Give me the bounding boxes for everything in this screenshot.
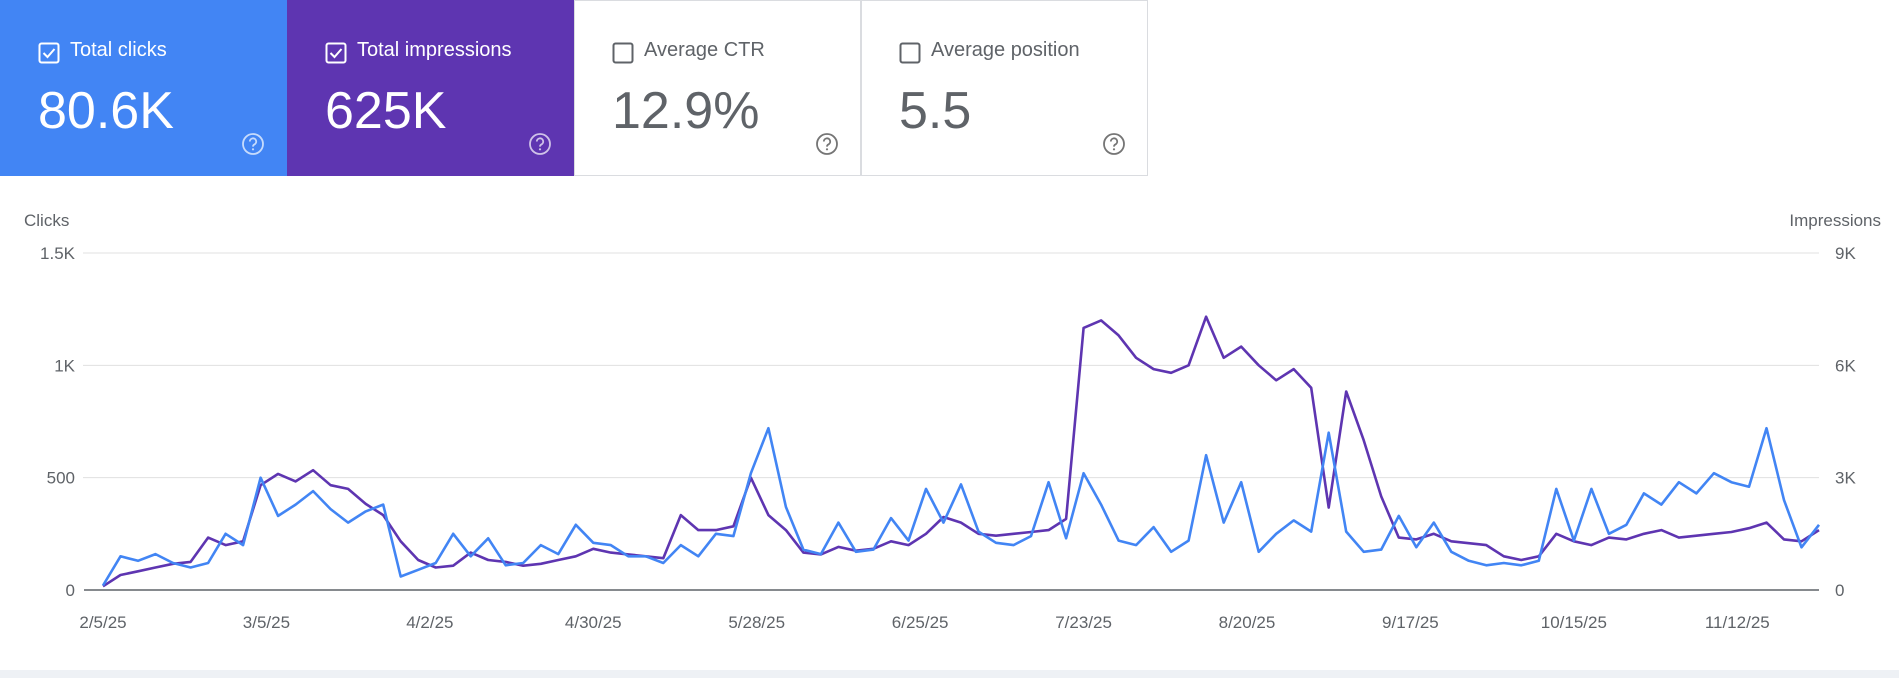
checkbox-check: [42, 48, 56, 59]
y-tick-label: 1.5K: [40, 244, 76, 263]
help-icon[interactable]: [528, 132, 552, 156]
help-glyph: [248, 137, 258, 147]
y2-tick-label: 0: [1835, 581, 1844, 600]
help-circle: [816, 133, 838, 155]
metric-card[interactable]: Total clicks 80.6K: [0, 0, 287, 176]
help-icon[interactable]: [815, 132, 839, 156]
checkbox-box: [325, 42, 347, 64]
x-tick-label: 11/12/25: [1705, 613, 1770, 632]
help-dot: [1112, 148, 1116, 151]
page-footer-strip: [0, 670, 1899, 678]
y2-axis-label: Impressions: [1789, 211, 1881, 230]
y-tick-label: 0: [66, 581, 75, 600]
chart: Clicks Impressions 0 500 1K 1.5K 0 3K 6K 9K 2/5/…: [24, 211, 1881, 632]
metric-label: Average position: [931, 39, 1080, 61]
y-tick-label: 500: [47, 469, 75, 488]
metric-card[interactable]: Average position 5.5: [861, 0, 1148, 176]
checkbox-box: [612, 42, 634, 64]
y2-tick-label: 3K: [1835, 469, 1856, 488]
metric-card[interactable]: Average CTR 12.9%: [574, 0, 861, 176]
help-icon[interactable]: [1102, 132, 1126, 156]
checkbox[interactable]: [612, 42, 634, 64]
metric-card[interactable]: Total impressions 625K: [287, 0, 574, 176]
x-tick-label: 9/17/25: [1382, 613, 1439, 632]
x-tick-label: 4/30/25: [565, 613, 622, 632]
x-tick-label: 8/20/25: [1219, 613, 1276, 632]
metric-value: 80.6K: [38, 82, 174, 140]
x-tick-label: 6/25/25: [892, 613, 949, 632]
help-circle: [1103, 133, 1125, 155]
checkbox[interactable]: [325, 42, 347, 64]
help-dot: [538, 148, 542, 151]
metric-label: Average CTR: [644, 39, 765, 61]
y2-tick-label: 9K: [1835, 244, 1856, 263]
metric-label: Total clicks: [70, 39, 167, 61]
checkbox[interactable]: [38, 42, 60, 64]
help-glyph: [1109, 137, 1119, 147]
help-glyph: [535, 137, 545, 147]
metric-value: 5.5: [899, 82, 972, 140]
checkbox[interactable]: [899, 42, 921, 64]
y2-tick-label: 6K: [1835, 356, 1856, 375]
help-glyph: [822, 137, 832, 147]
help-icon[interactable]: [241, 132, 265, 156]
help-dot: [825, 148, 829, 151]
x-tick-label: 10/15/25: [1541, 613, 1607, 632]
metric-value: 625K: [325, 82, 447, 140]
metric-label: Total impressions: [357, 39, 512, 61]
x-tick-label: 3/5/25: [243, 613, 290, 632]
help-circle: [242, 133, 264, 155]
help-circle: [529, 133, 551, 155]
x-tick-label: 4/2/25: [406, 613, 453, 632]
x-tick-label: 7/23/25: [1055, 613, 1112, 632]
series-line: [101, 426, 1821, 587]
y-tick-label: 1K: [54, 356, 75, 375]
help-dot: [251, 148, 255, 151]
checkbox-box: [899, 42, 921, 64]
metric-value: 12.9%: [612, 82, 760, 140]
checkbox-check: [329, 48, 343, 59]
checkbox-box: [38, 42, 60, 64]
x-tick-label: 5/28/25: [728, 613, 785, 632]
series-line: [102, 315, 1820, 588]
x-tick-label: 2/5/25: [79, 613, 126, 632]
y-axis-label: Clicks: [24, 211, 69, 230]
